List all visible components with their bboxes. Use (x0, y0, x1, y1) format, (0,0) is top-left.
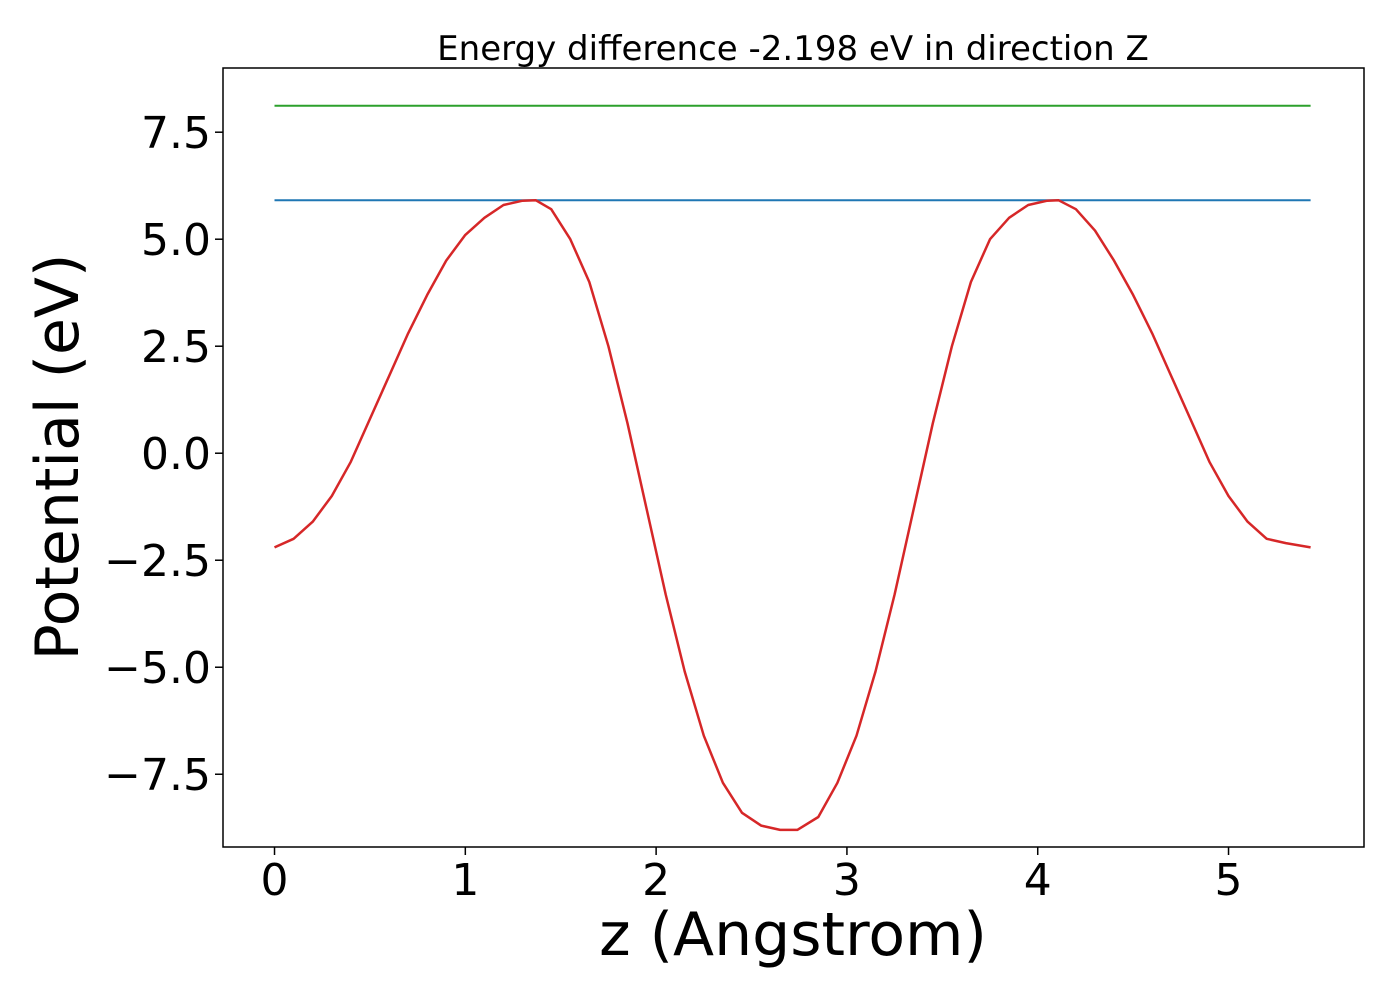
x-tick-label: 1 (451, 855, 479, 906)
x-axis-label: z (Angstrom) (599, 900, 987, 970)
x-tick-label: 3 (833, 855, 861, 906)
y-tick-label: 5.0 (141, 215, 211, 266)
y-tick-label: 0.0 (141, 429, 211, 480)
x-tick-label: 0 (261, 855, 289, 906)
axes-frame (222, 67, 1365, 848)
axis-ticks: 0 1 2 3 4 5 7.5 5.0 2.5 0.0 −2.5 −5.0 −7.5 (104, 108, 1242, 906)
plot-area (273, 104, 1311, 832)
series-line-2 (273, 199, 1311, 832)
x-tick-label: 2 (642, 855, 670, 906)
y-tick-label: 2.5 (141, 322, 211, 373)
y-tick-label: −2.5 (104, 536, 211, 587)
x-tick-label: 5 (1215, 855, 1243, 906)
y-tick-label: 7.5 (141, 108, 211, 159)
chart-title: Energy difference -2.198 eV in direction… (437, 29, 1149, 69)
y-axis-label: Potential (eV) (23, 254, 93, 661)
y-tick-label: −5.0 (104, 643, 211, 694)
y-tick-label: −7.5 (104, 750, 211, 801)
x-tick-label: 4 (1024, 855, 1052, 906)
